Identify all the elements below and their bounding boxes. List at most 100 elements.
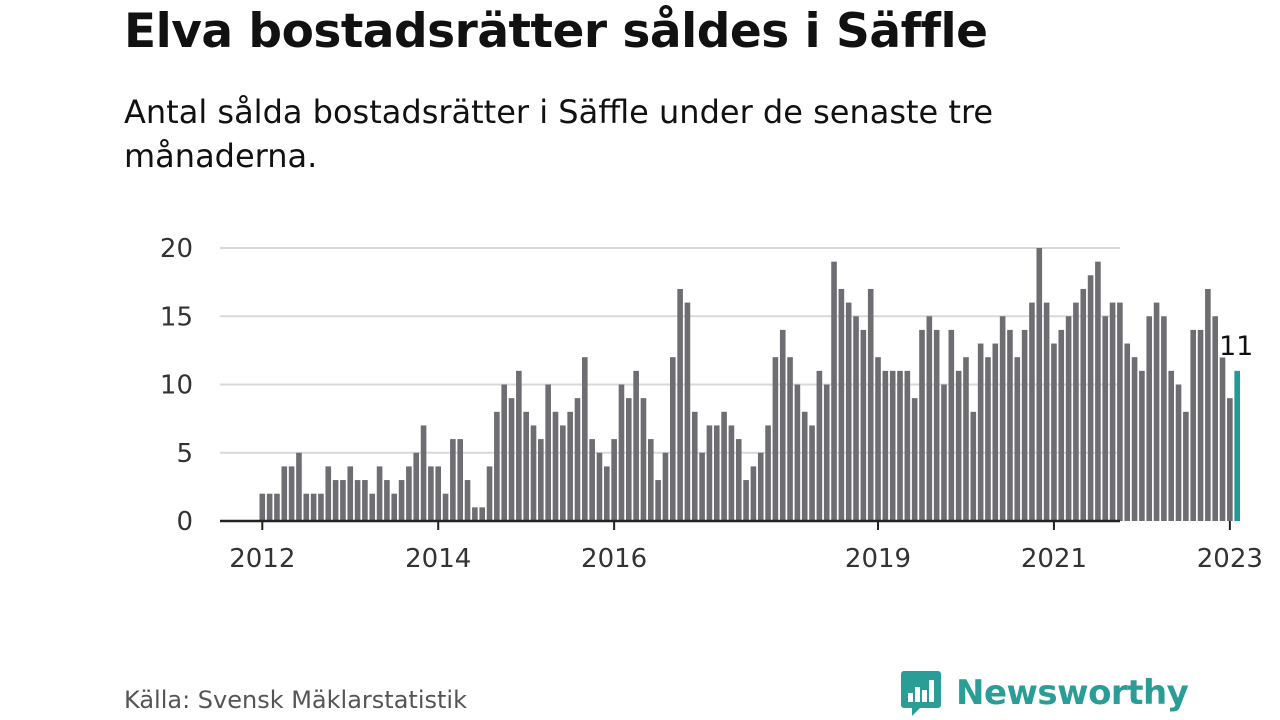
bar [867,288,874,521]
bar [325,466,332,521]
bar [823,384,830,521]
bar [787,357,793,521]
bar [801,411,808,521]
bar [1058,329,1065,521]
bar [1043,302,1050,521]
bar [985,357,991,521]
bar [1051,343,1057,521]
bar [713,425,720,521]
y-tick-label: 20 [160,234,193,264]
bar [391,493,398,521]
bar [288,466,295,521]
bar [655,480,661,521]
bar [779,329,786,521]
bar [948,329,955,521]
bar [501,384,507,521]
bar [589,439,595,521]
bar [347,466,354,521]
x-tick-label: 2019 [845,544,911,574]
chart-subtitle: Antal sålda bostadsrätter i Säffle under… [124,93,994,175]
labels: 0 5 10 15 20 2012 2014 2016 2019 2021 2023 11 [160,234,1263,574]
bar [977,343,984,521]
bar [442,493,449,521]
bars [259,248,1240,521]
bar [809,425,815,521]
bar [406,466,412,521]
bar [259,493,266,521]
bar [1183,411,1189,521]
bar [647,439,654,521]
bar [545,384,551,521]
bar [1095,261,1101,521]
bar [464,480,471,521]
bar [1168,370,1175,521]
x-tick-label: 2014 [405,544,471,574]
bar [486,466,493,521]
bar [508,398,515,521]
bar [1131,357,1138,521]
bar [530,425,537,521]
bar-chart-icon [901,671,941,716]
bar [1153,302,1160,521]
bar [640,398,647,521]
bar [369,493,376,521]
grid-lines [220,247,1120,454]
bar [296,452,302,521]
brand-logo: Newsworthy [900,668,1189,718]
bar [750,466,757,521]
bar [1175,384,1182,521]
bar [450,439,456,521]
bar [1190,329,1197,521]
bar [1073,302,1079,521]
bar [1036,248,1043,521]
bar [281,466,288,521]
bar [860,329,867,521]
bar [845,302,852,521]
bar [757,452,764,521]
bar [911,398,918,521]
bar [721,411,727,521]
bar [596,452,603,521]
bar [479,507,485,521]
bar [626,398,632,521]
bar [516,370,522,521]
x-tick-label: 2012 [229,544,295,574]
bar [919,329,925,521]
bar [706,425,713,521]
bar [523,411,529,521]
highlight-bar [1234,370,1240,521]
bar [1124,343,1131,521]
bar [1212,316,1218,521]
bar [1021,329,1028,521]
bar [420,425,427,521]
bar [963,357,969,521]
bar [743,480,749,521]
bar [999,316,1006,521]
bar [1205,288,1211,521]
bar [538,439,544,521]
bar [633,370,639,521]
bar [428,466,434,521]
bar [1197,329,1204,521]
brand-name: Newsworthy [956,673,1189,713]
y-tick-label: 10 [160,371,193,401]
bar [340,480,346,521]
bar [398,480,405,521]
bar [889,370,896,521]
bar [992,343,999,521]
bar [266,493,273,521]
bar [831,261,837,521]
bar [1080,288,1087,521]
bar [376,466,383,521]
bar [897,370,903,521]
bar [1007,329,1013,521]
bar [1029,302,1035,521]
bar [1109,302,1116,521]
chart-title: Elva bostadsrätter såldes i Säffle [124,4,988,59]
bar [941,384,947,521]
bar [1102,316,1109,521]
bar [354,480,361,521]
bar [413,452,420,521]
bar [574,398,581,521]
